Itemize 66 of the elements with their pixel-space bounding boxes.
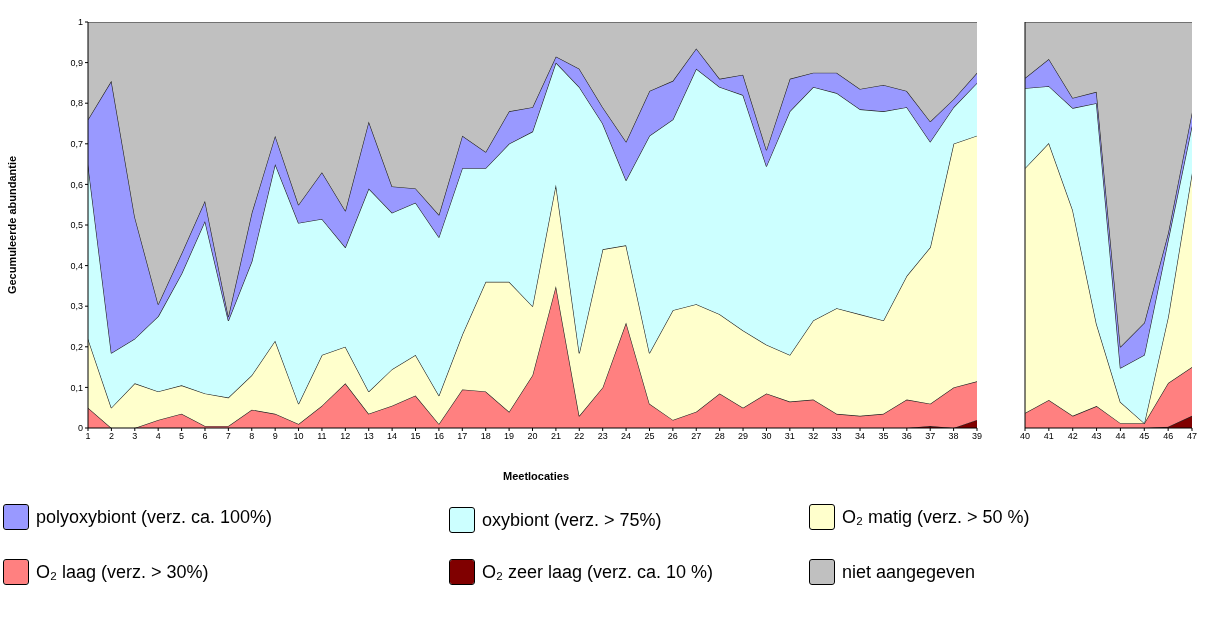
x-tick-label: 11: [317, 431, 327, 442]
x-tick-label: 12: [340, 431, 351, 442]
x-tick-label: 5: [179, 431, 185, 442]
x-tick-label: 18: [480, 431, 491, 442]
x-tick-label: 23: [597, 431, 608, 442]
x-tick-label: 45: [1139, 431, 1150, 442]
x-tick-label: 24: [621, 431, 632, 442]
y-tick-label: 0,1: [70, 382, 83, 393]
x-tick-label: 14: [387, 431, 398, 442]
x-tick-label: 8: [249, 431, 255, 442]
legend-label: O₂ laag (verz. > 30%): [36, 561, 209, 584]
x-tick-label: 40: [1019, 431, 1031, 442]
x-tick-label: 46: [1163, 431, 1174, 442]
x-tick-label: 19: [504, 431, 515, 442]
x-tick-label: 28: [714, 431, 725, 442]
x-tick-label: 20: [527, 431, 538, 442]
y-tick-label: 1: [77, 17, 83, 28]
x-tick-label: 10: [293, 431, 304, 442]
x-tick-label: 34: [855, 431, 866, 442]
x-tick-label: 16: [433, 431, 444, 442]
x-tick-label: 17: [457, 431, 468, 442]
x-tick-label: 42: [1067, 431, 1078, 442]
x-tick-label: 32: [808, 431, 819, 442]
x-tick-label: 21: [550, 431, 561, 442]
x-tick-label: 37: [925, 431, 936, 442]
y-tick-label: 0: [77, 423, 83, 434]
x-tick-label: 25: [644, 431, 655, 442]
legend-label: niet aangegeven: [842, 561, 976, 584]
x-tick-label: 35: [878, 431, 889, 442]
legend-label: oxybiont (verz. > 75%): [482, 509, 662, 532]
x-tick-label: 26: [667, 431, 678, 442]
legend-label: polyoxybiont (verz. ca. 100%): [36, 506, 273, 529]
y-tick-label: 0,8: [70, 98, 83, 109]
x-tick-label: 15: [410, 431, 421, 442]
x-tick-label: 39: [971, 431, 983, 442]
x-tick-label: 13: [363, 431, 374, 442]
y-tick-label: 0,2: [70, 341, 83, 352]
x-tick-label: 36: [901, 431, 912, 442]
x-tick-label: 7: [225, 431, 231, 442]
x-tick-label: 4: [155, 431, 161, 442]
x-axis-title: Meetlocaties: [502, 470, 570, 482]
y-tick-label: 0,5: [70, 220, 83, 231]
x-tick-label: 27: [691, 431, 702, 442]
x-tick-label: 1: [85, 431, 91, 442]
x-tick-label: 3: [132, 431, 138, 442]
x-tick-label: 44: [1115, 431, 1126, 442]
x-tick-label: 9: [272, 431, 278, 442]
x-tick-label: 30: [761, 431, 772, 442]
x-tick-label: 43: [1091, 431, 1102, 442]
y-axis-title: Gecumuleerde abundantie: [6, 155, 18, 295]
y-tick-label: 0,7: [70, 139, 83, 149]
x-tick-label: 33: [831, 431, 842, 442]
x-tick-label: 2: [108, 431, 114, 442]
x-tick-label: 38: [948, 431, 959, 442]
legend-label: O₂ matig (verz. > 50 %): [842, 506, 1030, 529]
x-tick-label: 29: [738, 431, 749, 442]
x-tick-label: 41: [1043, 431, 1054, 442]
y-tick-label: 0,9: [70, 57, 83, 68]
legend-label: O₂ zeer laag (verz. ca. 10 %): [482, 561, 714, 584]
x-tick-label: 31: [784, 431, 795, 442]
y-tick-label: 0,4: [70, 260, 83, 271]
x-tick-label: 22: [574, 431, 585, 442]
y-tick-label: 0,6: [70, 179, 83, 190]
y-tick-label: 0,3: [70, 301, 83, 312]
x-tick-label: 6: [202, 431, 208, 442]
x-tick-label: 47: [1186, 431, 1198, 442]
